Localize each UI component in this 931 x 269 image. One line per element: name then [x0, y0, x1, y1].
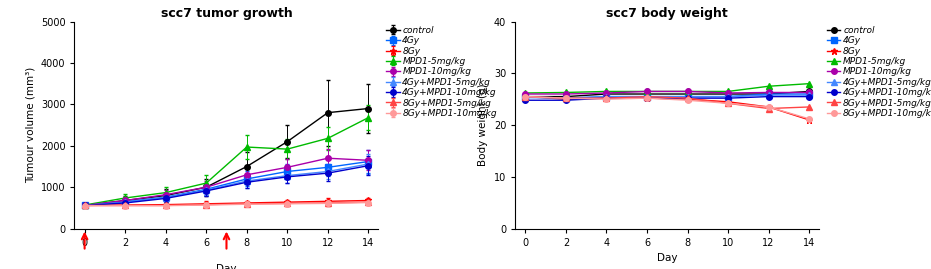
MPD1-5mg/kg: [763, 85, 775, 88]
MPD1-10mg/kg: [641, 90, 653, 93]
MPD1-10mg/kg: [600, 91, 612, 95]
8Gy+MPD1-10mg/kg: [600, 98, 612, 101]
8Gy+MPD1-5mg/kg: [600, 97, 612, 100]
MPD1-5mg/kg: [600, 90, 612, 93]
X-axis label: Day: Day: [657, 253, 678, 263]
4Gy: [519, 95, 531, 98]
X-axis label: Day: Day: [216, 264, 236, 269]
8Gy+MPD1-10mg/kg: [803, 117, 815, 121]
Title: scc7 tumor growth: scc7 tumor growth: [161, 7, 292, 20]
MPD1-5mg/kg: [560, 91, 572, 94]
MPD1-5mg/kg: [722, 90, 734, 93]
8Gy: [560, 98, 572, 101]
4Gy+MPD1-10mg/kg: [641, 97, 653, 100]
Line: MPD1-5mg/kg: MPD1-5mg/kg: [522, 81, 812, 96]
4Gy+MPD1-5mg/kg: [682, 95, 694, 98]
Title: scc7 body weight: scc7 body weight: [606, 7, 728, 20]
4Gy+MPD1-5mg/kg: [560, 97, 572, 100]
8Gy+MPD1-10mg/kg: [763, 105, 775, 109]
Line: 8Gy: 8Gy: [522, 93, 813, 123]
control: [641, 92, 653, 95]
8Gy: [600, 97, 612, 100]
8Gy+MPD1-5mg/kg: [803, 105, 815, 109]
Y-axis label: Body weight (g): Body weight (g): [479, 84, 489, 167]
4Gy+MPD1-10mg/kg: [722, 97, 734, 100]
8Gy+MPD1-10mg/kg: [519, 95, 531, 98]
MPD1-10mg/kg: [560, 92, 572, 95]
MPD1-5mg/kg: [803, 82, 815, 85]
Legend: control, 4Gy, 8Gy, MPD1-5mg/kg, MPD1-10mg/kg, 4Gy+MPD1-5mg/kg, 4Gy+MPD1-10mg/kg,: control, 4Gy, 8Gy, MPD1-5mg/kg, MPD1-10m…: [386, 26, 497, 118]
4Gy+MPD1-5mg/kg: [763, 93, 775, 97]
4Gy: [600, 95, 612, 98]
4Gy: [763, 92, 775, 95]
4Gy+MPD1-10mg/kg: [682, 97, 694, 100]
Line: 8Gy+MPD1-10mg/kg: 8Gy+MPD1-10mg/kg: [522, 94, 812, 122]
Line: 4Gy+MPD1-10mg/kg: 4Gy+MPD1-10mg/kg: [522, 94, 812, 103]
8Gy+MPD1-10mg/kg: [641, 97, 653, 100]
MPD1-10mg/kg: [803, 91, 815, 94]
8Gy: [763, 105, 775, 109]
4Gy: [722, 95, 734, 98]
control: [763, 92, 775, 95]
MPD1-10mg/kg: [682, 90, 694, 93]
4Gy+MPD1-10mg/kg: [560, 99, 572, 102]
8Gy: [641, 97, 653, 100]
control: [682, 92, 694, 95]
4Gy+MPD1-10mg/kg: [803, 95, 815, 98]
MPD1-5mg/kg: [519, 91, 531, 95]
8Gy+MPD1-5mg/kg: [560, 97, 572, 100]
Legend: control, 4Gy, 8Gy, MPD1-5mg/kg, MPD1-10mg/kg, 4Gy+MPD1-5mg/kg, 4Gy+MPD1-10mg/kg,: control, 4Gy, 8Gy, MPD1-5mg/kg, MPD1-10m…: [827, 26, 931, 118]
MPD1-5mg/kg: [682, 90, 694, 93]
4Gy+MPD1-10mg/kg: [763, 95, 775, 98]
8Gy+MPD1-5mg/kg: [682, 97, 694, 100]
control: [519, 95, 531, 98]
control: [803, 90, 815, 93]
Line: 4Gy+MPD1-5mg/kg: 4Gy+MPD1-5mg/kg: [522, 92, 812, 101]
8Gy: [803, 118, 815, 122]
4Gy+MPD1-5mg/kg: [641, 95, 653, 98]
4Gy: [682, 95, 694, 98]
8Gy+MPD1-5mg/kg: [519, 95, 531, 98]
8Gy+MPD1-10mg/kg: [560, 97, 572, 100]
Line: 8Gy+MPD1-5mg/kg: 8Gy+MPD1-5mg/kg: [522, 94, 812, 111]
4Gy+MPD1-10mg/kg: [600, 97, 612, 100]
Y-axis label: Tumour volume (mm³): Tumour volume (mm³): [25, 67, 35, 183]
4Gy: [560, 97, 572, 100]
4Gy: [803, 92, 815, 95]
control: [560, 95, 572, 98]
8Gy: [519, 95, 531, 98]
MPD1-10mg/kg: [519, 92, 531, 95]
MPD1-10mg/kg: [722, 91, 734, 95]
MPD1-5mg/kg: [641, 90, 653, 93]
MPD1-10mg/kg: [763, 91, 775, 94]
4Gy+MPD1-10mg/kg: [519, 99, 531, 102]
4Gy: [641, 95, 653, 98]
4Gy+MPD1-5mg/kg: [722, 95, 734, 98]
4Gy+MPD1-5mg/kg: [803, 93, 815, 97]
control: [722, 92, 734, 95]
4Gy+MPD1-5mg/kg: [600, 95, 612, 98]
Line: control: control: [522, 89, 812, 99]
8Gy: [682, 98, 694, 101]
8Gy+MPD1-5mg/kg: [763, 107, 775, 110]
8Gy+MPD1-5mg/kg: [641, 95, 653, 98]
8Gy+MPD1-10mg/kg: [682, 99, 694, 102]
4Gy+MPD1-5mg/kg: [519, 96, 531, 99]
8Gy+MPD1-10mg/kg: [722, 102, 734, 105]
control: [600, 92, 612, 95]
8Gy+MPD1-5mg/kg: [722, 102, 734, 105]
8Gy: [722, 100, 734, 103]
Line: 4Gy: 4Gy: [522, 91, 812, 101]
Line: MPD1-10mg/kg: MPD1-10mg/kg: [522, 89, 812, 97]
